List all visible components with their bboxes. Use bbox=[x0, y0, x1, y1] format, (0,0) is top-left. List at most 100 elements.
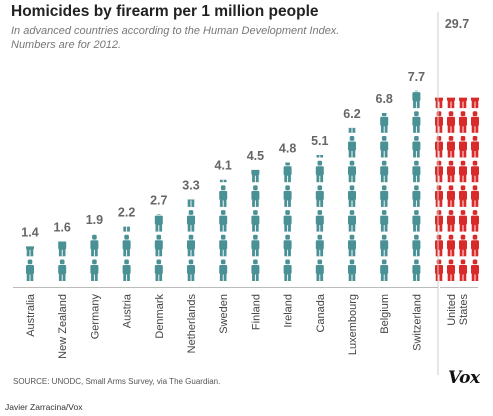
person-icon-ireland-0-3 bbox=[283, 185, 292, 207]
person-icon-switzerland-0-4 bbox=[412, 160, 421, 183]
person-icon-austria-0-0 bbox=[122, 259, 131, 281]
category-label-united-states-1: United bbox=[446, 294, 458, 326]
author-credit: Javier Zarracina/Vox bbox=[5, 402, 83, 412]
person-icon-switzerland-0-5 bbox=[412, 136, 421, 158]
value-label-luxembourg: 6.2 bbox=[343, 107, 360, 121]
person-icon-belgium-0-0 bbox=[380, 259, 389, 281]
value-label-netherlands: 3.3 bbox=[182, 178, 199, 192]
value-label-denmark: 2.7 bbox=[150, 193, 167, 207]
category-label-switzerland: Switzerland bbox=[411, 294, 423, 351]
value-label-australia: 1.4 bbox=[21, 225, 38, 239]
person-icon-netherlands-0-1 bbox=[187, 234, 195, 257]
person-icon-germany-0-0 bbox=[90, 259, 99, 281]
person-icon-united-states-0-7 bbox=[435, 97, 443, 109]
value-label-canada: 5.1 bbox=[311, 134, 328, 148]
person-icon-united-states-3-7 bbox=[471, 97, 479, 109]
person-icon-finland-0-4 bbox=[251, 169, 260, 183]
value-label-sweden: 4.1 bbox=[215, 159, 232, 173]
category-label-canada: Canada bbox=[315, 293, 327, 332]
person-icon-switzerland-0-3 bbox=[412, 185, 421, 207]
value-label-austria: 2.2 bbox=[118, 206, 135, 220]
person-icon-luxembourg-0-5 bbox=[348, 136, 356, 158]
person-icon-united-states-1-1 bbox=[447, 234, 455, 257]
person-icon-united-states-2-2 bbox=[459, 210, 467, 232]
person-icon-united-states-2-7 bbox=[459, 97, 467, 109]
person-icon-luxembourg-0-3 bbox=[348, 185, 356, 207]
category-label-germany: Germany bbox=[89, 294, 101, 340]
person-icon-ireland-0-2 bbox=[283, 210, 292, 232]
person-icon-finland-0-0 bbox=[251, 259, 260, 281]
person-icon-belgium-0-2 bbox=[380, 210, 389, 232]
value-label-finland: 4.5 bbox=[247, 149, 264, 163]
person-icon-canada-0-4 bbox=[315, 160, 324, 183]
person-icon-switzerland-0-6 bbox=[412, 111, 421, 133]
chart-title: Homicides by firearm per 1 million peopl… bbox=[11, 3, 319, 20]
person-icon-united-states-0-0 bbox=[435, 259, 443, 281]
person-icon-united-states-3-0 bbox=[471, 259, 479, 281]
person-icon-switzerland-0-0 bbox=[412, 259, 421, 281]
person-icon-luxembourg-0-6 bbox=[348, 127, 356, 133]
person-icon-belgium-0-4 bbox=[380, 160, 389, 183]
person-icon-switzerland-0-1 bbox=[412, 234, 421, 257]
person-icon-belgium-0-5 bbox=[380, 136, 389, 158]
person-icon-united-states-2-5 bbox=[459, 136, 467, 158]
person-icon-united-states-2-0 bbox=[459, 259, 467, 281]
person-icon-canada-0-0 bbox=[315, 259, 324, 281]
person-icon-finland-0-3 bbox=[251, 185, 260, 207]
person-icon-belgium-0-1 bbox=[380, 234, 389, 257]
person-icon-united-states-0-6 bbox=[435, 111, 443, 133]
person-icon-switzerland-0-2 bbox=[412, 210, 421, 232]
person-icon-belgium-0-3 bbox=[380, 185, 389, 207]
person-icon-canada-0-2 bbox=[315, 210, 324, 232]
person-icon-united-states-1-6 bbox=[447, 111, 455, 133]
person-icon-ireland-0-4 bbox=[283, 162, 292, 183]
chart-subtitle-line-2: Numbers are for 2012. bbox=[11, 39, 122, 51]
chart-subtitle-line-1: In advanced countries according to the H… bbox=[11, 25, 340, 37]
person-icon-canada-0-5 bbox=[316, 155, 324, 158]
person-icon-united-states-1-5 bbox=[447, 136, 455, 158]
category-label-sweden: Sweden bbox=[218, 294, 230, 334]
vox-logo: Vox bbox=[448, 368, 480, 388]
person-icon-united-states-0-4 bbox=[435, 160, 443, 183]
person-icon-united-states-2-6 bbox=[459, 111, 467, 133]
category-label-australia: Australia bbox=[25, 293, 37, 337]
person-icon-germany-0-1 bbox=[90, 234, 99, 257]
source-note: SOURCE: UNODC, Small Arms Survey, via Th… bbox=[13, 377, 221, 386]
person-icon-sweden-0-2 bbox=[219, 210, 228, 232]
person-icon-australia-0-0 bbox=[26, 259, 34, 281]
person-icon-united-states-1-3 bbox=[447, 185, 455, 207]
person-icon-united-states-3-3 bbox=[471, 185, 479, 207]
person-icon-luxembourg-0-4 bbox=[348, 160, 356, 183]
person-icon-austria-0-2 bbox=[123, 226, 130, 232]
person-icon-united-states-1-7 bbox=[447, 97, 455, 109]
person-icon-new-zealand-0-1 bbox=[58, 241, 67, 257]
category-label-netherlands: Netherlands bbox=[186, 294, 198, 354]
person-icon-canada-0-3 bbox=[315, 185, 324, 207]
person-icon-ireland-0-1 bbox=[283, 234, 292, 257]
category-label-denmark: Denmark bbox=[154, 294, 166, 339]
person-icon-denmark-0-0 bbox=[154, 259, 163, 281]
person-icon-united-states-3-2 bbox=[471, 210, 479, 232]
person-icon-ireland-0-0 bbox=[283, 259, 292, 281]
category-label-finland: Finland bbox=[250, 294, 262, 330]
person-icon-united-states-0-1 bbox=[435, 234, 443, 257]
person-icon-sweden-0-4 bbox=[219, 179, 227, 183]
person-icon-united-states-1-2 bbox=[447, 210, 455, 232]
person-icon-denmark-0-1 bbox=[154, 234, 163, 257]
category-label-austria: Austria bbox=[122, 293, 134, 328]
value-label-ireland: 4.8 bbox=[279, 141, 296, 155]
value-label-switzerland: 7.7 bbox=[408, 70, 425, 84]
person-icon-australia-0-1 bbox=[26, 246, 34, 257]
person-icon-canada-0-1 bbox=[315, 234, 324, 257]
category-label-belgium: Belgium bbox=[379, 294, 391, 334]
person-icon-netherlands-0-3 bbox=[187, 199, 195, 207]
person-icon-united-states-1-0 bbox=[447, 259, 455, 281]
person-icon-united-states-1-4 bbox=[447, 160, 455, 183]
value-label-germany: 1.9 bbox=[86, 213, 103, 227]
person-icon-finland-0-1 bbox=[251, 234, 260, 257]
person-icon-switzerland-0-7 bbox=[412, 90, 421, 109]
person-icon-united-states-3-1 bbox=[471, 234, 479, 257]
person-icon-luxembourg-0-0 bbox=[348, 259, 356, 281]
person-icon-united-states-3-5 bbox=[471, 136, 479, 158]
person-icon-austria-0-1 bbox=[122, 234, 131, 257]
